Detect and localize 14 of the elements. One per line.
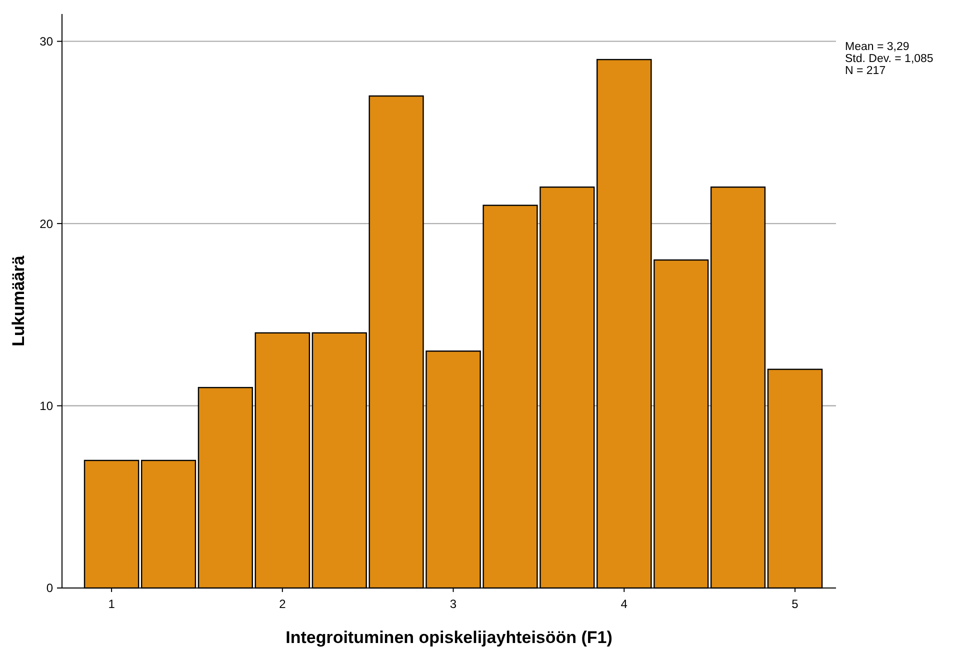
y-tick-label: 10 <box>40 398 54 413</box>
x-tick-label: 3 <box>450 597 457 611</box>
text: N = 217 <box>845 65 886 77</box>
y-axis-title: Lukumäärä <box>9 255 28 346</box>
x-tick-label: 1 <box>108 597 116 611</box>
x-tick-label: 4 <box>620 597 628 611</box>
x-tick-label: 5 <box>792 597 799 611</box>
y-tick-label: 20 <box>40 216 54 231</box>
y-tick-label: 0 <box>46 581 54 596</box>
x-tick-label: 2 <box>279 597 286 611</box>
text: Std. Dev. = 1,085 <box>845 53 934 65</box>
y-tick-label: 30 <box>40 34 54 49</box>
x-axis-title: Integroituminen opiskelijayhteisöön (F1) <box>286 628 612 647</box>
text: Mean = 3,29 <box>845 41 910 53</box>
